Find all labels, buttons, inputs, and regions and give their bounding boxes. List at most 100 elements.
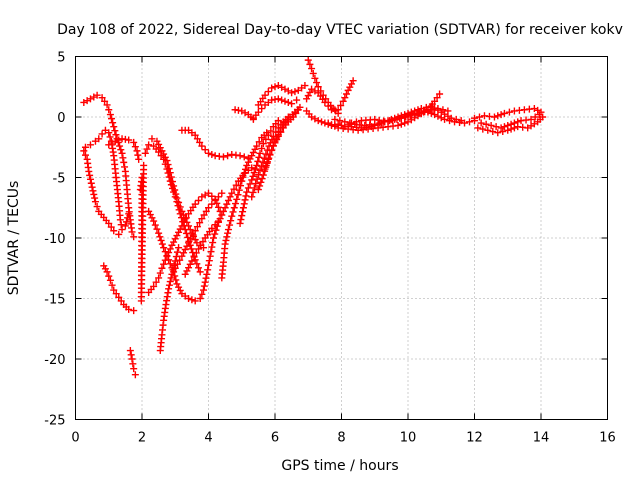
data-point (262, 135, 270, 143)
data-point (248, 176, 256, 184)
data-point (129, 360, 137, 368)
data-point (191, 227, 199, 235)
data-point (171, 186, 179, 194)
data-point (208, 243, 216, 251)
data-point (119, 154, 127, 162)
data-point (241, 165, 249, 173)
data-point (89, 187, 97, 195)
data-point (296, 103, 304, 111)
data-point (471, 114, 478, 122)
data-point (163, 252, 171, 260)
data-point (198, 142, 206, 150)
data-point (384, 117, 392, 125)
data-point (411, 107, 419, 115)
data-point (101, 97, 109, 105)
data-point (314, 83, 322, 91)
data-point (173, 260, 181, 268)
data-point (88, 183, 96, 191)
x-tick-labels: 0 2 4 6 8 10 12 14 16 (71, 431, 615, 446)
data-point (80, 147, 88, 155)
data-point (268, 84, 276, 92)
x-tick-label: 2 (138, 431, 146, 446)
data-point (218, 211, 226, 219)
data-point (175, 244, 183, 252)
x-tick-label: 10 (400, 431, 417, 446)
data-point (341, 118, 349, 126)
data-point (134, 151, 142, 159)
data-point (110, 227, 118, 235)
data-point (158, 240, 166, 248)
data-point (108, 115, 116, 123)
y-tick-label: -5 (53, 172, 66, 187)
data-point (148, 214, 156, 222)
data-point (318, 118, 326, 126)
data-point (131, 371, 139, 379)
data-point (259, 171, 267, 179)
data-point (98, 94, 106, 102)
data-point (193, 135, 201, 143)
data-point (258, 105, 266, 113)
series-track-l (156, 244, 183, 355)
data-point (203, 270, 211, 278)
data-point (173, 280, 181, 288)
data-point (133, 147, 141, 155)
data-point (249, 188, 257, 196)
data-point (109, 119, 117, 127)
data-point (168, 241, 176, 249)
data-point (233, 195, 241, 203)
x-axis-title: GPS time / hours (281, 458, 398, 474)
data-point (166, 278, 174, 286)
data-point (292, 109, 300, 117)
data-point (254, 186, 262, 194)
data-point (148, 135, 156, 143)
data-point (334, 106, 342, 114)
data-point (431, 111, 439, 119)
data-point (111, 137, 119, 145)
data-point (110, 123, 118, 131)
data-point (95, 135, 103, 143)
data-point (278, 96, 286, 104)
data-point (91, 198, 99, 206)
data-point (256, 166, 264, 174)
data-point (427, 109, 435, 117)
data-point (255, 153, 263, 161)
data-point (452, 115, 460, 123)
data-point (81, 151, 89, 159)
data-point (128, 228, 136, 236)
data-point (492, 123, 500, 131)
data-point (250, 169, 258, 177)
y-tick-label: 0 (57, 111, 65, 126)
y-tick-label: 5 (57, 51, 65, 66)
data-point (224, 152, 232, 160)
data-point (106, 133, 114, 141)
data-point (158, 264, 166, 272)
data-point (258, 175, 266, 183)
series-track-t (236, 117, 282, 227)
series-track-o (178, 126, 252, 162)
data-point (190, 253, 198, 261)
series-track-q (231, 106, 257, 123)
data-point (196, 138, 204, 146)
data-point (349, 77, 357, 85)
data-point (238, 177, 246, 185)
data-point (269, 142, 277, 150)
data-point (271, 83, 279, 91)
data-point (165, 281, 173, 289)
data-point (239, 173, 247, 181)
data-point (130, 307, 138, 315)
data-point (211, 221, 219, 229)
data-point (303, 95, 311, 103)
series-track-af (477, 111, 543, 132)
data-point (176, 225, 184, 233)
data-point (173, 232, 181, 240)
data-point (490, 113, 498, 121)
data-point (152, 278, 160, 286)
data-point (155, 274, 163, 282)
data-point (164, 161, 172, 169)
data-point (248, 164, 256, 172)
data-point (167, 173, 175, 181)
data-point (172, 190, 180, 198)
data-point (195, 245, 203, 253)
data-point (424, 108, 432, 116)
data-point (254, 157, 262, 165)
